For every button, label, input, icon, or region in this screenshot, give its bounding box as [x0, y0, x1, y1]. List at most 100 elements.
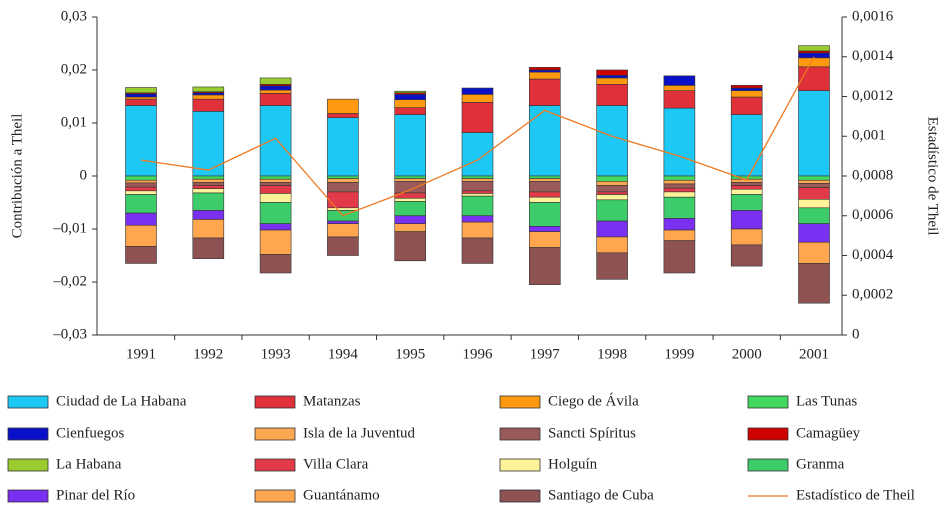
bar-segment [125, 182, 157, 188]
bar-segment [461, 102, 494, 133]
bar-segment [663, 240, 696, 274]
bar-segment [259, 254, 292, 274]
bar-segment [394, 223, 427, 232]
legend-label: Matanzas [303, 393, 361, 409]
bar-segment [596, 252, 628, 280]
bar-segment [192, 111, 225, 177]
bar-segment [394, 201, 427, 217]
bar-segment [192, 94, 225, 100]
legend-swatch [7, 458, 49, 472]
bar-segment [798, 241, 830, 264]
x-tick-label: 1994 [328, 346, 359, 362]
bar-segment [125, 179, 157, 184]
legend-swatch [254, 395, 296, 409]
y-tick-label: 0,01 [61, 114, 87, 130]
bar-segment [327, 98, 359, 114]
legend-label: Granma [796, 456, 845, 472]
legend-label: Isla de la Juventud [303, 425, 416, 441]
bar-segment [461, 132, 494, 177]
legend-swatch [747, 458, 789, 472]
bar-segment [394, 231, 427, 262]
legend-label: Ciego de Ávila [548, 392, 639, 409]
legend-swatch [499, 489, 541, 503]
bar-segment [798, 207, 830, 225]
y-tick-label: 0,03 [61, 8, 87, 24]
bar-segment [125, 212, 157, 226]
bar-segment [394, 178, 427, 182]
bar-segment [798, 179, 830, 184]
bar-segment [192, 185, 225, 190]
bar-segment [528, 78, 561, 106]
y-tick-label: 0 [80, 167, 88, 183]
bar-segment [596, 175, 628, 182]
bar-segment [327, 113, 359, 118]
bar-segment [192, 237, 225, 259]
bar-segment [259, 175, 292, 180]
bar-segment [528, 181, 561, 193]
x-tick-label: 1991 [126, 346, 156, 362]
bar-segment [730, 182, 763, 186]
bar-segment [461, 215, 494, 223]
legend-label: Guantánamo [303, 487, 380, 503]
legend-label: Ciudad de La Habana [56, 393, 187, 409]
bar-segment [394, 197, 427, 202]
legend-label: La Habana [56, 456, 122, 472]
legend-label: Estadístico de Theil [796, 487, 915, 503]
bar-segment [730, 194, 763, 211]
bar-segment [798, 50, 830, 54]
x-tick-label: 1997 [530, 346, 561, 362]
bar-segment [528, 178, 561, 182]
bar-segment [596, 194, 628, 201]
y2-tick-label: 0,0002 [852, 287, 893, 303]
bar-segment [461, 87, 494, 95]
x-tick-label: 1996 [463, 346, 494, 362]
bar-segment [125, 190, 157, 195]
y-tick-label: –0,01 [52, 220, 87, 236]
bar-segment [461, 181, 494, 192]
bar-segment [394, 99, 427, 108]
bar-segment [327, 207, 359, 211]
x-tick-label: 2000 [732, 346, 762, 362]
bar-segment [798, 183, 830, 188]
bar-segment [730, 96, 763, 115]
bar-segment [596, 105, 628, 177]
bar-segment [528, 202, 561, 227]
bar-segment [192, 219, 225, 239]
bar-segment [125, 224, 157, 247]
bar-segment [259, 105, 292, 177]
bar-segment [327, 236, 359, 256]
bar-segment [125, 93, 157, 98]
x-tick-label: 1998 [597, 346, 627, 362]
bar-segment [327, 182, 359, 193]
bar-segment [528, 69, 561, 73]
bar-segment [192, 86, 225, 93]
bar-segment [125, 105, 157, 177]
bar-segment [192, 192, 225, 211]
bar-segment [125, 98, 157, 106]
bar-segment [259, 202, 292, 225]
y2-axis-title: Estadístico de Theil [925, 117, 941, 236]
bar-segment [663, 191, 696, 198]
bar-segment [192, 175, 225, 180]
bar-segment [663, 229, 696, 241]
bar-segment [192, 98, 225, 112]
bar-segment [461, 221, 494, 239]
bar-segment [596, 236, 628, 254]
legend-swatch [499, 458, 541, 472]
bar-segment [798, 66, 830, 91]
bar-segment [663, 85, 696, 91]
bar-segment [596, 185, 628, 193]
bar-segment [663, 90, 696, 109]
legend-swatch [499, 427, 541, 441]
legend-label: Cienfuegos [56, 425, 124, 441]
bar-segment [663, 75, 696, 86]
y-axis-title: Contribución a Theil [9, 114, 25, 239]
bar-segment [730, 188, 763, 195]
bar-segment [596, 75, 628, 79]
bar-segment [192, 182, 225, 186]
legend-label: Santiago de Cuba [548, 487, 654, 503]
bar-segment [327, 178, 359, 183]
legend-label: Pinar del Río [56, 487, 135, 503]
y2-tick-label: 0,0008 [852, 167, 893, 183]
